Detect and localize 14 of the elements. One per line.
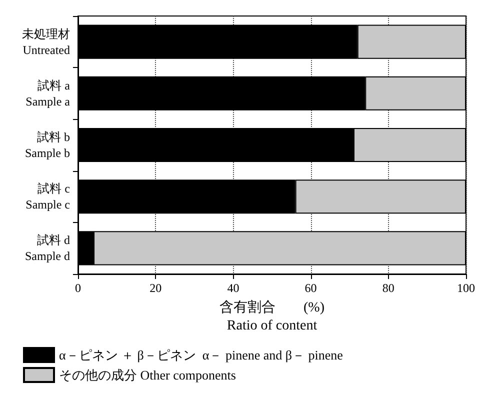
y-tick-label: 試料 c Sample c xyxy=(26,182,70,212)
y-tick-label: 試料 b Sample b xyxy=(25,130,70,160)
x-tick-label: 40 xyxy=(227,281,240,295)
y-tick-label: 試料 a Sample a xyxy=(26,78,71,108)
x-tick-label: 0 xyxy=(75,281,81,295)
y-tick-label: 未処理材 Untreated xyxy=(22,26,70,57)
x-tick-label: 60 xyxy=(304,281,317,295)
legend-label: α－ピネン ＋ β－ピネン α－ pinene and β－ pinene xyxy=(59,348,344,362)
x-tick-label: 80 xyxy=(382,281,394,295)
y-tick-label: 試料 d Sample d xyxy=(25,233,70,264)
x-tick-label: 100 xyxy=(457,281,475,295)
x-axis-title: 含有割合 (%) Ratio of content xyxy=(220,299,325,334)
legend-label: その他の成分 Other components xyxy=(59,368,236,382)
x-tick-label: 20 xyxy=(150,281,162,295)
